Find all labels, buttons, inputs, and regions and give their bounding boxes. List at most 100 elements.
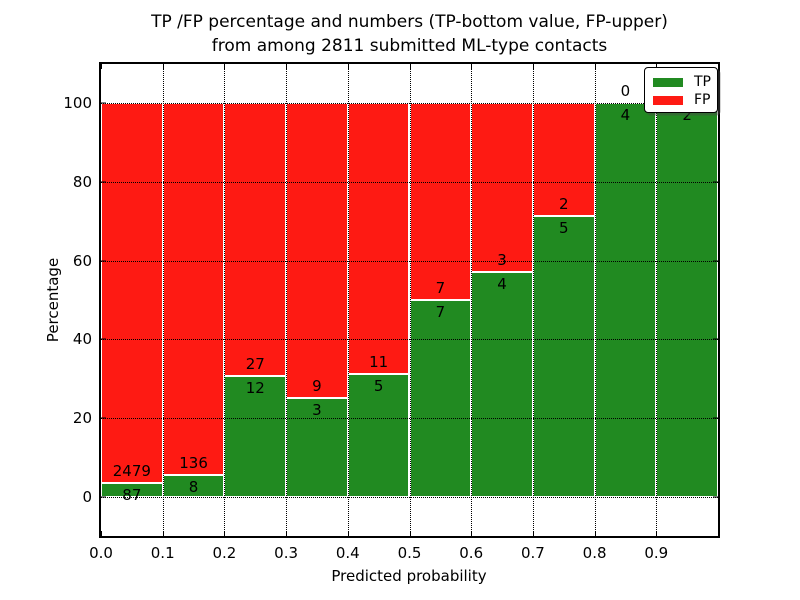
tp-count-label: 2	[682, 106, 692, 125]
fp-bar-segment	[286, 103, 348, 399]
tp-bar-segment	[594, 103, 657, 497]
x-tick-mark	[594, 64, 596, 69]
fp-count-label: 2479	[112, 462, 151, 481]
v-gridline	[656, 64, 658, 536]
plot-area: 0 20 40 60 80 100 0.0 0.1 0.2 0.3 0.4 0.5 0.6 0.7 0.8 0…	[63, 62, 720, 562]
fp-count-label: 7	[435, 279, 446, 297]
v-gridline	[224, 64, 226, 536]
fp-count-label: 0	[620, 82, 631, 101]
y-tick-mark	[101, 181, 106, 183]
x-tick-mark	[162, 531, 164, 536]
tp-legend-label: TP	[694, 74, 711, 90]
x-tick-mark	[347, 64, 349, 69]
y-tick-mark	[101, 496, 106, 498]
x-tick-label: 0.4	[335, 544, 360, 562]
tp-bar-segment	[656, 103, 718, 497]
x-tick-mark	[286, 531, 288, 536]
legend-item-tp: TP	[653, 73, 717, 91]
chart-title-line2: from among 2811 submitted ML-type contac…	[211, 36, 608, 56]
fp-bar-segment	[409, 103, 472, 300]
x-tick-label: 0.1	[150, 544, 175, 562]
fp-count-label: 9	[312, 377, 322, 396]
x-tick-mark	[162, 64, 164, 69]
y-tick-mark	[713, 181, 718, 183]
legend-item-fp: FP	[653, 91, 717, 109]
x-tick-mark	[656, 64, 658, 69]
tp-count-label: 7	[435, 303, 446, 321]
tp-legend-swatch-icon	[653, 77, 683, 87]
x-axis-label: Predicted probability	[331, 567, 487, 585]
tp-count-label: 5	[373, 376, 384, 395]
chart-title-line1: TP /FP percentage and numbers (TP-bottom…	[151, 12, 668, 32]
tp-bar-segment	[409, 300, 472, 497]
x-tick-label: 0.3	[274, 544, 299, 562]
tp-bar-segment	[471, 271, 533, 497]
chart-title: TP /FP percentage and numbers (TP-bottom…	[99, 10, 720, 58]
tp-count-label: 4	[620, 106, 631, 125]
tp-count-label: 12	[245, 378, 265, 397]
x-tick-mark	[656, 531, 658, 536]
x-tick-mark	[101, 64, 102, 69]
x-tick-mark	[224, 64, 226, 69]
y-tick-label: 80	[72, 173, 92, 191]
tp-count-label: 5	[558, 218, 569, 237]
fp-count-label: 2	[558, 194, 569, 213]
tp-count-label: 8	[188, 477, 199, 496]
fp-bar-segment	[162, 103, 225, 475]
fp-legend-swatch-icon	[653, 95, 683, 105]
x-tick-mark	[224, 531, 226, 536]
y-tick-mark	[713, 496, 718, 498]
y-tick-label: 100	[63, 94, 92, 113]
tp-bar-segment	[101, 483, 163, 497]
v-gridline	[286, 64, 288, 536]
y-tick-mark	[101, 417, 106, 419]
x-tick-mark	[347, 531, 349, 536]
x-tick-mark	[409, 531, 411, 536]
x-tick-label: 0.0	[89, 544, 113, 562]
y-tick-mark	[713, 260, 718, 262]
fp-count-label: 3	[497, 250, 507, 269]
x-tick-label: 0.6	[459, 544, 484, 562]
v-gridline	[409, 64, 411, 536]
x-tick-label: 0.9	[644, 544, 669, 562]
fp-bar-segment	[347, 103, 410, 374]
tp-bar-segment	[286, 398, 348, 497]
x-tick-label: 0.5	[397, 544, 422, 562]
v-gridline	[347, 64, 349, 536]
y-tick-label: 0	[82, 487, 92, 506]
y-tick-mark	[713, 417, 718, 419]
tp-count-label: 87	[122, 486, 142, 505]
fp-count-label: 136	[179, 453, 208, 472]
fp-count-label: 11	[369, 352, 389, 371]
v-gridline	[471, 64, 473, 536]
x-tick-mark	[101, 531, 102, 536]
fp-legend-label: FP	[694, 92, 711, 108]
fp-bar-segment	[101, 103, 163, 484]
x-tick-label: 0.2	[212, 544, 237, 562]
fp-bar-segment	[224, 103, 287, 376]
y-tick-mark	[101, 338, 106, 340]
v-gridline	[532, 64, 534, 536]
x-tick-mark	[471, 531, 473, 536]
y-tick-label: 20	[72, 409, 92, 427]
tp-count-label: 3	[312, 401, 322, 420]
y-tick-label: 60	[72, 251, 92, 270]
v-gridline	[162, 64, 164, 536]
legend: TP FP	[644, 67, 718, 113]
x-tick-mark	[594, 531, 596, 536]
x-tick-mark	[532, 64, 534, 69]
v-gridline	[594, 64, 596, 536]
x-tick-mark	[286, 64, 288, 69]
y-tick-mark	[713, 338, 718, 340]
fp-bar-segment	[471, 103, 533, 272]
y-axis-label: Percentage	[44, 257, 62, 343]
x-tick-mark	[409, 64, 411, 69]
y-tick-label: 40	[72, 330, 92, 349]
y-tick-mark	[101, 260, 106, 262]
x-tick-mark	[471, 64, 473, 69]
x-tick-mark	[532, 531, 534, 536]
x-tick-label: 0.8	[582, 544, 607, 562]
y-tick-mark	[101, 102, 106, 104]
fp-count-label: 27	[245, 354, 265, 373]
